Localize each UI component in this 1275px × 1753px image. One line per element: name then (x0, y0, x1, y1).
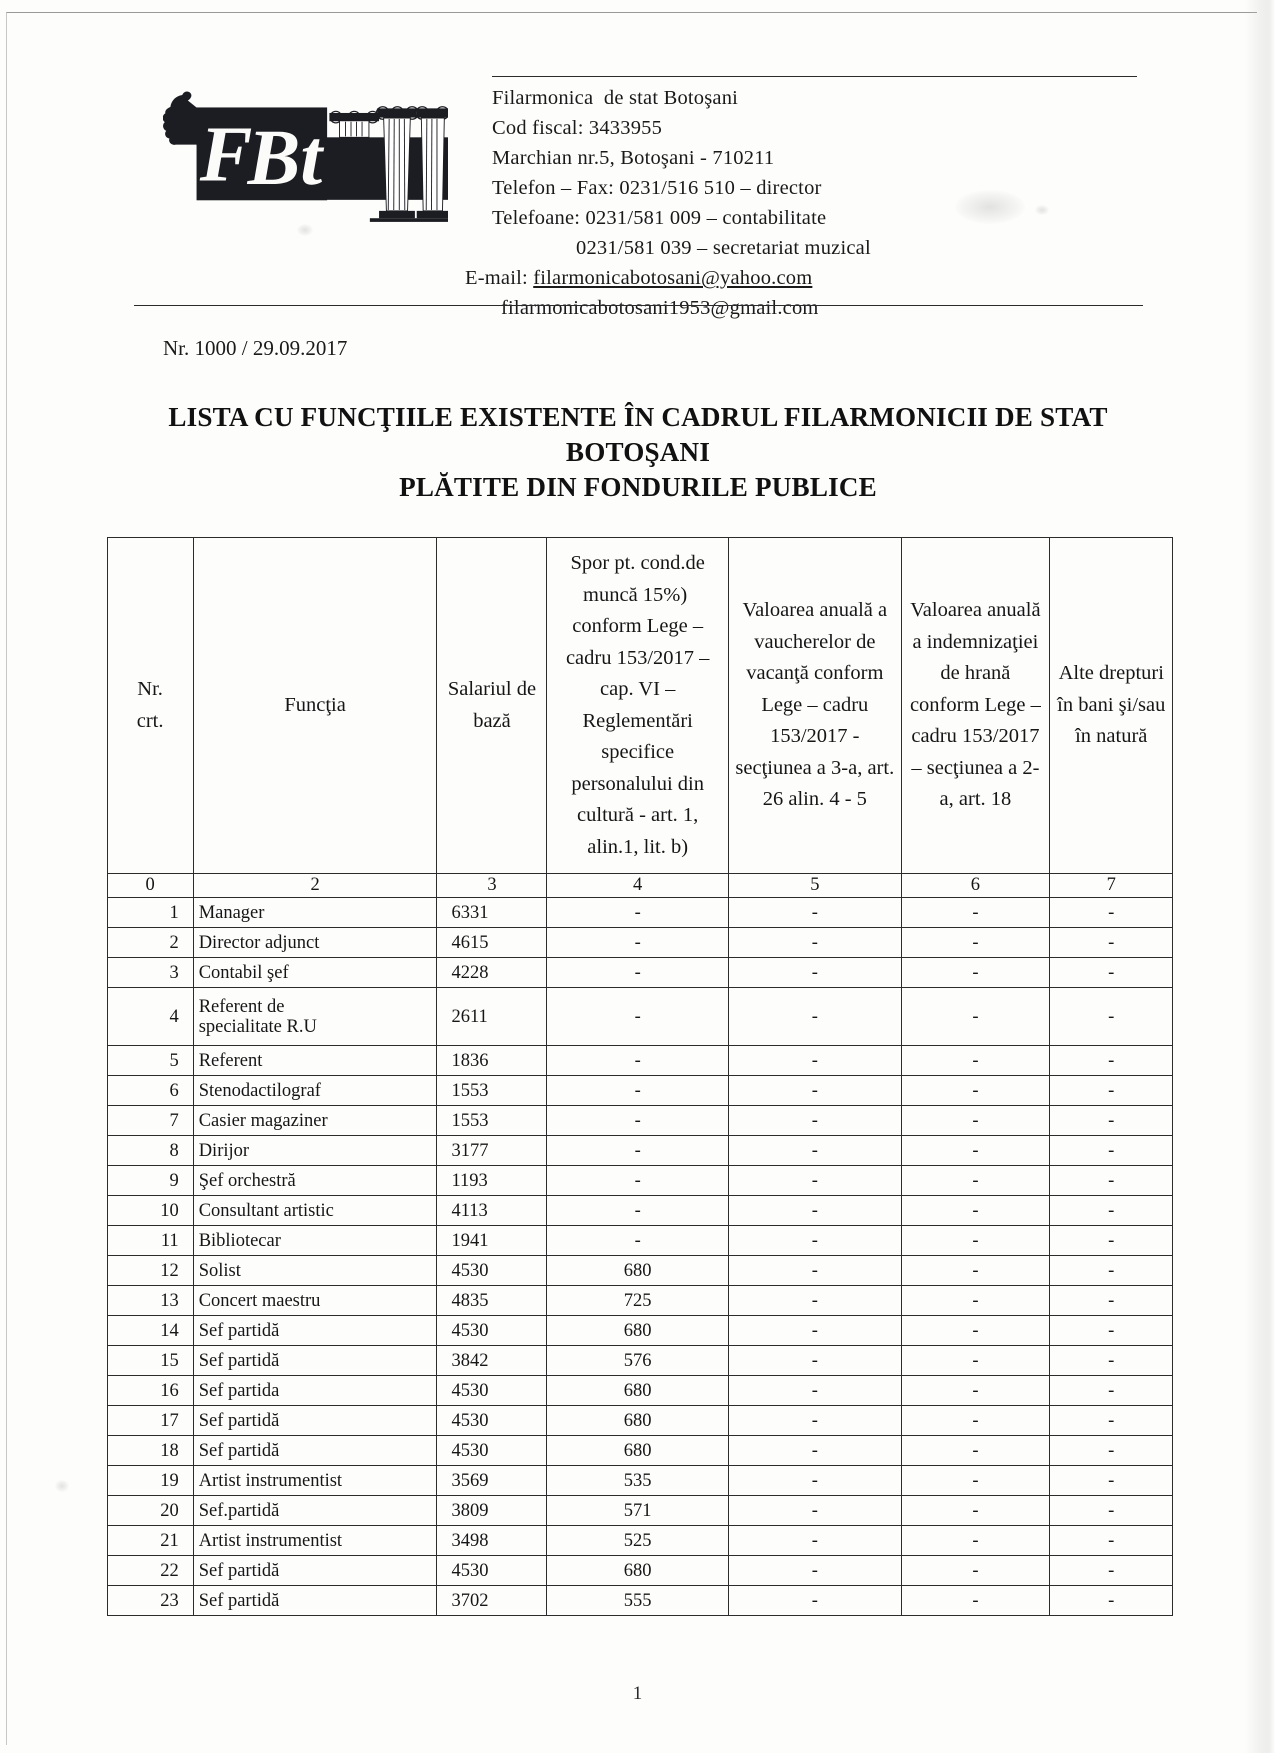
svg-text:F: F (199, 112, 253, 199)
svg-text:Bt: Bt (247, 115, 325, 202)
